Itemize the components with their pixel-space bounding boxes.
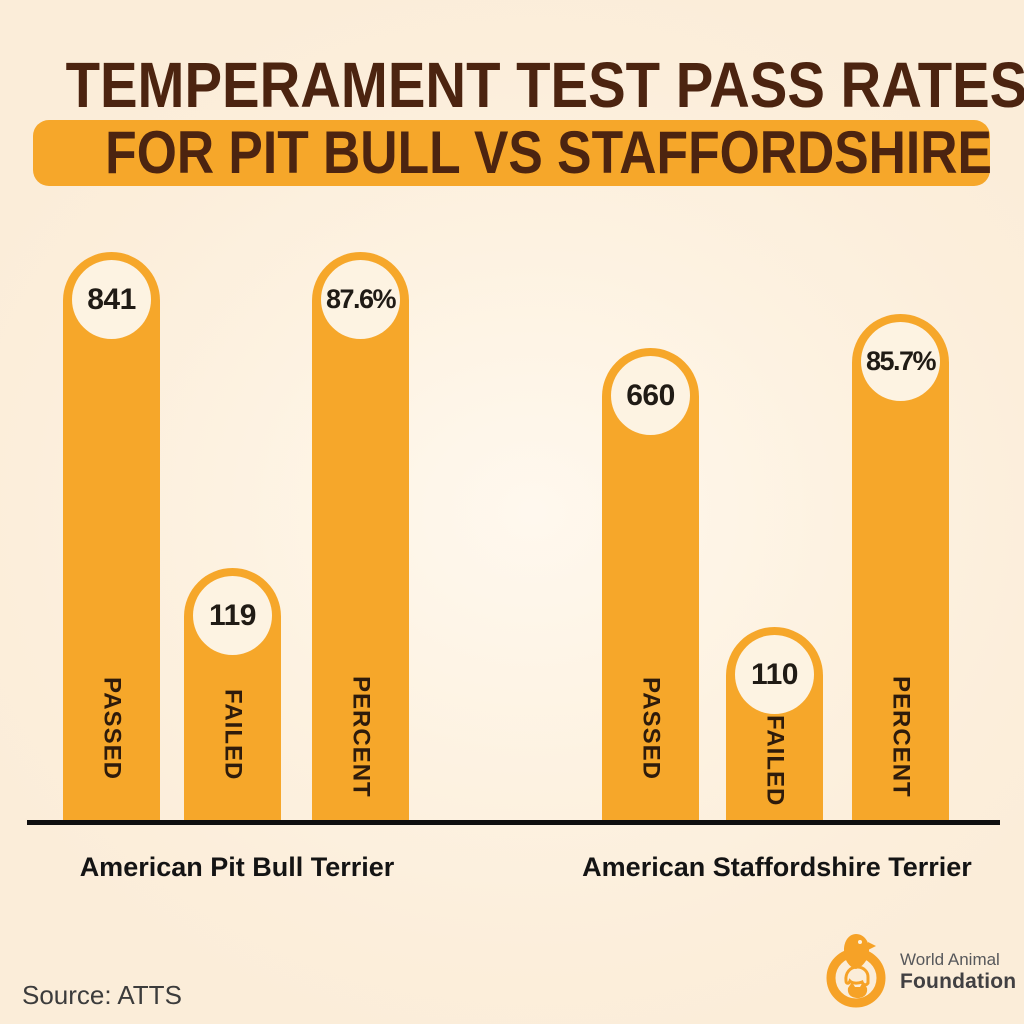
bar-amstaff-failed: 110 FAILED [726, 627, 823, 820]
bar-label: FAILED [219, 688, 247, 780]
bar-apbt-percent: 87.6% PERCENT [312, 252, 409, 820]
bar-value: 85.7% [865, 346, 937, 376]
logo-line2: Foundation [900, 969, 1017, 993]
group-label-apbt: American Pit Bull Terrier [79, 852, 395, 882]
bar-value: 87.6% [325, 284, 397, 314]
bar-value: 841 [87, 282, 136, 316]
value-bubble: 660 [611, 356, 690, 435]
logo-mark-icon [826, 934, 886, 1008]
bar-value: 119 [209, 598, 256, 632]
group-label-amstaff: American Staffordshire Terrier [582, 852, 972, 882]
value-bubble: 87.6% [321, 260, 400, 339]
bar-label: FAILED [761, 714, 789, 806]
bar-amstaff-passed: 660 PASSED [602, 348, 699, 820]
value-bubble: 841 [72, 260, 151, 339]
bar-label: PASSED [637, 677, 665, 780]
source-attribution: Source: ATTS [22, 980, 182, 1010]
bar-label: PASSED [98, 677, 126, 780]
baseline-axis [27, 820, 1000, 825]
world-animal-foundation-logo: World Animal Foundation [818, 933, 1016, 1009]
value-bubble: 85.7% [861, 322, 940, 401]
logo-wordmark: World Animal Foundation [900, 951, 1016, 992]
page-title-line2-text: FOR PIT BULL VS STAFFORDSHIRE [105, 119, 992, 186]
bar-apbt-failed: 119 FAILED [184, 568, 281, 820]
bar-value: 660 [626, 378, 675, 412]
page-title-line1: TEMPERAMENT TEST PASS RATES [0, 49, 1024, 121]
logo-line1: World Animal [900, 949, 1000, 969]
value-bubble: 110 [735, 635, 814, 714]
bar-value: 110 [751, 657, 798, 691]
page-title-line1-text: TEMPERAMENT TEST PASS RATES [65, 49, 1024, 121]
bar-label: PERCENT [887, 676, 915, 798]
bar-amstaff-percent: 85.7% PERCENT [852, 314, 949, 820]
page-title-highlight-box: FOR PIT BULL VS STAFFORDSHIRE [33, 119, 992, 186]
bar-label: PERCENT [347, 676, 375, 798]
value-bubble: 119 [193, 576, 272, 655]
bar-apbt-passed: 841 PASSED [63, 252, 160, 820]
